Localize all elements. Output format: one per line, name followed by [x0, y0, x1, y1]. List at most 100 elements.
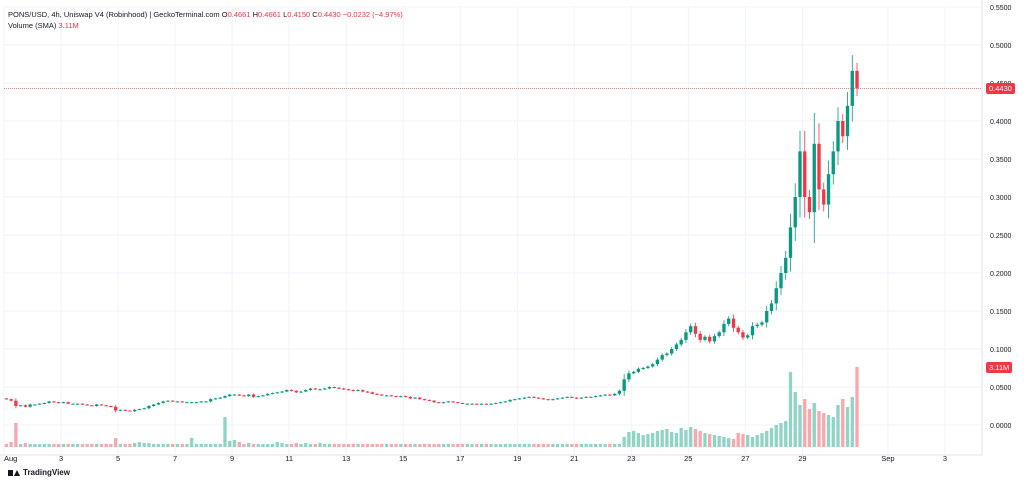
- candle-body: [109, 406, 113, 407]
- candle-body: [484, 403, 489, 405]
- candle-body: [560, 397, 565, 399]
- candle-body: [527, 396, 531, 398]
- candle-body: [280, 391, 284, 393]
- candle-body: [779, 273, 783, 289]
- volume-bar: [275, 442, 279, 447]
- volume-bar: [693, 429, 698, 447]
- y-tick-label: 0.0500: [990, 385, 1012, 392]
- candle-body: [408, 396, 412, 399]
- volume-bar: [817, 411, 821, 447]
- candle-body: [798, 151, 802, 197]
- candle-body: [190, 402, 194, 404]
- volume-bar: [617, 444, 622, 447]
- volume-bar: [632, 431, 636, 447]
- volume-bar: [190, 438, 194, 447]
- candle-body: [80, 403, 85, 405]
- candle-body: [660, 355, 664, 360]
- candle-body: [9, 399, 13, 401]
- candle-body: [684, 332, 688, 340]
- y-axis: 0.0000 0.0500 0.1000 0.1500 0.2000 0.2500 0.30…: [990, 5, 1012, 430]
- volume-bar: [370, 444, 374, 447]
- candle-body: [632, 371, 636, 374]
- legend-close-value: 0.4430: [317, 10, 341, 19]
- volume-bar: [560, 444, 565, 447]
- volume-bar: [218, 444, 222, 447]
- volume-bar: [655, 431, 660, 447]
- candle-body: [475, 403, 479, 405]
- volume-bar: [679, 428, 683, 447]
- volume-bar: [266, 444, 270, 447]
- candle-body: [674, 344, 679, 349]
- candle-body: [380, 394, 384, 396]
- candle-body: [836, 121, 840, 152]
- candle-body: [465, 403, 470, 405]
- candle-body: [52, 401, 56, 403]
- candle-body: [327, 387, 332, 389]
- candle-body: [90, 405, 94, 407]
- volume-bar: [803, 399, 807, 447]
- volume-bar: [831, 417, 835, 447]
- volume-bar: [826, 415, 831, 447]
- volume-bar: [123, 444, 127, 447]
- volume-bar: [351, 444, 355, 447]
- candle-body: [831, 151, 835, 175]
- legend-change: −0.0232 (−4.97%): [342, 10, 403, 19]
- candle-body: [142, 408, 146, 410]
- legend-high-label: H: [252, 10, 259, 19]
- y-tick-label: 0.5500: [990, 5, 1012, 12]
- volume-bar: [18, 444, 23, 447]
- candle-body: [470, 403, 474, 405]
- candle-body: [128, 410, 132, 412]
- volume-bar: [755, 435, 759, 447]
- candle-body: [536, 397, 541, 399]
- chart-title: PONS/USD, 4h, Uniswap V4 (Robinhood) | G…: [8, 10, 220, 19]
- volume-bar: [565, 444, 569, 447]
- candle-body: [137, 409, 142, 411]
- candle-body: [788, 227, 793, 258]
- tradingview-logo[interactable]: TradingView: [8, 468, 70, 477]
- candle-body: [574, 397, 579, 399]
- candle-body: [204, 401, 208, 403]
- volume-bar: [541, 444, 546, 447]
- volume-bar: [66, 444, 70, 447]
- candle-body: [270, 393, 275, 395]
- y-tick-label: 0.4000: [990, 119, 1012, 126]
- candle-body: [294, 390, 298, 393]
- volume-bar: [689, 427, 693, 447]
- volume-bar: [646, 434, 650, 447]
- volume-bar: [784, 421, 788, 447]
- candle-body: [218, 397, 222, 399]
- candle-body: [47, 401, 51, 403]
- volume-bar: [47, 444, 51, 447]
- candle-body: [774, 288, 778, 304]
- volume-bar: [37, 444, 42, 447]
- volume-bar: [313, 444, 317, 447]
- volume-bar: [703, 433, 707, 447]
- volume-bar: [175, 444, 180, 447]
- x-tick-label: 13: [342, 454, 350, 463]
- volume-bar: [727, 438, 731, 447]
- volume-bar: [299, 444, 303, 447]
- volume-bar: [365, 444, 370, 447]
- candle-body: [61, 402, 66, 404]
- candle-body: [399, 396, 403, 398]
- volume-bars: [4, 367, 859, 447]
- candle-body: [209, 399, 213, 402]
- volume-bar: [503, 444, 508, 447]
- candle-body: [741, 332, 745, 338]
- last-price-tag: 0.4430: [986, 83, 1015, 95]
- volume-bar: [822, 413, 826, 447]
- candle-body: [689, 326, 693, 333]
- candle-body: [342, 388, 346, 390]
- candle-body: [503, 401, 508, 403]
- volume-bar: [627, 432, 631, 447]
- candle-body: [42, 402, 47, 404]
- candle-body: [822, 189, 826, 205]
- volume-bar: [769, 428, 774, 447]
- volume-bar: [346, 444, 351, 447]
- candle-body: [617, 390, 622, 394]
- volume-bar: [513, 444, 517, 447]
- volume-bar: [746, 435, 750, 447]
- volume-bar: [608, 444, 612, 447]
